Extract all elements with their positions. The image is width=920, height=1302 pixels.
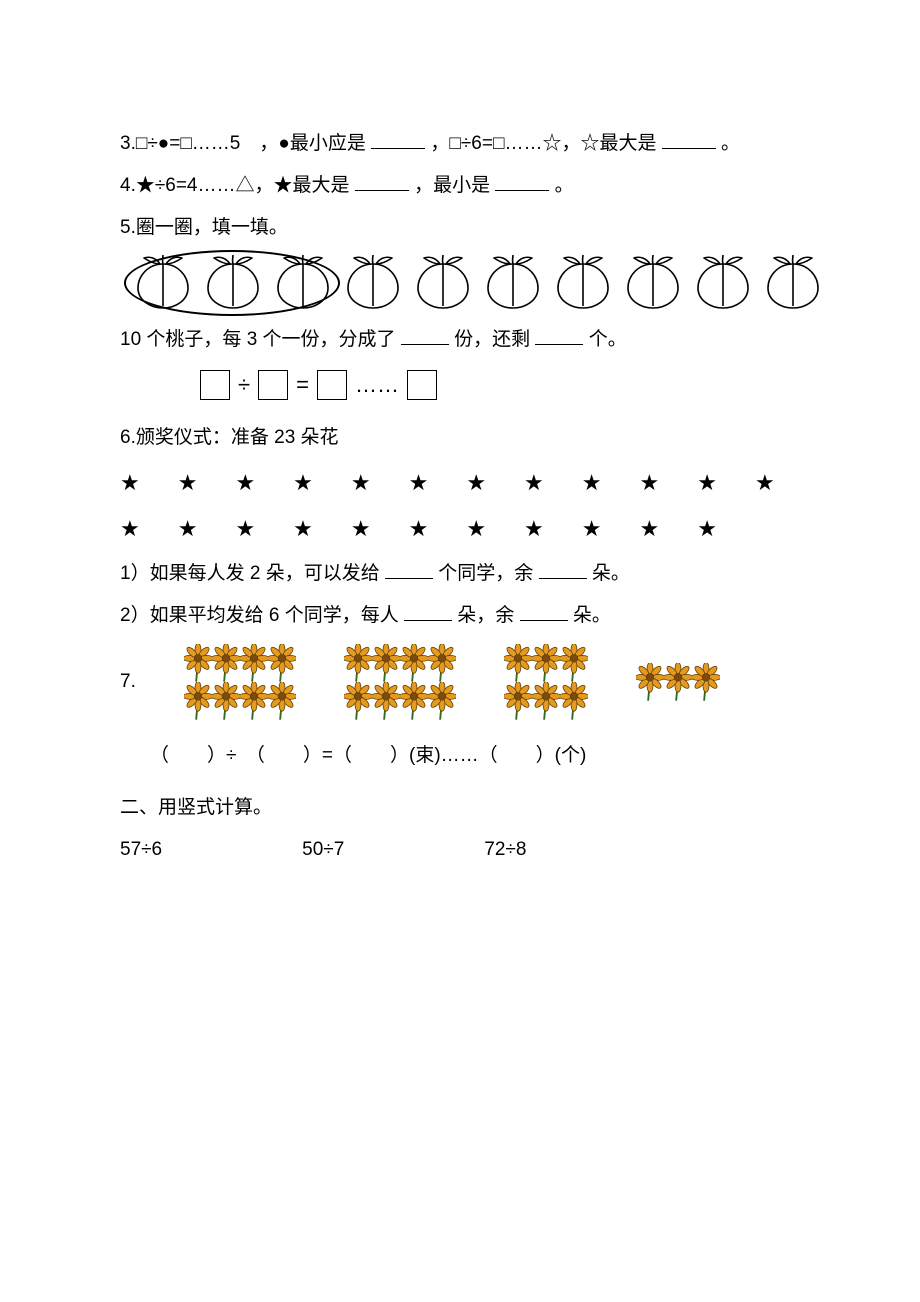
q6-l1-blank-1[interactable] [385, 558, 433, 579]
question-5-equation: ÷ = …… [200, 364, 800, 406]
eq-eq: = [296, 364, 309, 406]
peach-icon [340, 254, 406, 310]
flower-row [344, 644, 456, 682]
q6-l2-blank-1[interactable] [404, 600, 452, 621]
section-2-title: 二、用竖式计算。 [120, 790, 800, 826]
q6-l1-blank-2[interactable] [539, 558, 587, 579]
flower-icon [344, 644, 372, 682]
q6-l1-a: 1）如果每人发 2 朵，可以发给 [120, 563, 380, 584]
calc-item-2: 50÷7 [302, 832, 344, 868]
q3-text-a: 3.□÷●=□……5 ，●最小应是 [120, 133, 366, 154]
peach-icon [270, 254, 336, 310]
q5-sent-b: 份，还剩 [454, 329, 530, 350]
flower-icon [240, 682, 268, 720]
q5-blank-2[interactable] [535, 324, 583, 345]
q3-blank-2[interactable] [662, 128, 716, 149]
q6-l2-b: 朵，余 [457, 605, 514, 626]
flower-icon [504, 682, 532, 720]
eq-div: ÷ [238, 364, 250, 406]
flower-icon [428, 682, 456, 720]
peach-icon [480, 254, 546, 310]
flower-row [184, 682, 296, 720]
question-4: 4.★÷6=4……△，★最大是 ，最小是 。 [120, 168, 800, 204]
q5-sent-c: 个。 [589, 329, 627, 350]
question-5-title: 5.圈一圈，填一填。 [120, 210, 800, 246]
flower-icon [240, 644, 268, 682]
flower-icon [268, 644, 296, 682]
peach-icon [410, 254, 476, 310]
stars-row-1: ★ ★ ★ ★ ★ ★ ★ ★ ★ ★ ★ ★ [120, 462, 800, 504]
question-5-sentence: 10 个桃子，每 3 个一份，分成了 份，还剩 个。 [120, 322, 800, 358]
worksheet-page: 3.□÷●=□……5 ，●最小应是 ，□÷6=□……☆，☆最大是 。 4.★÷6… [0, 0, 920, 928]
calc-item-1: 57÷6 [120, 832, 162, 868]
flower-icon [268, 682, 296, 720]
eq-dots: …… [355, 364, 399, 406]
flower-group [184, 644, 296, 720]
q4-blank-2[interactable] [495, 170, 549, 191]
eq-box-3[interactable] [317, 370, 347, 400]
q5-blank-1[interactable] [401, 324, 449, 345]
flower-icon [400, 682, 428, 720]
peach-icon [620, 254, 686, 310]
q6-l1-b: 个同学，余 [438, 563, 533, 584]
flower-icon [212, 682, 240, 720]
flower-group [636, 663, 720, 701]
q6-l2-a: 2）如果平均发给 6 个同学，每人 [120, 605, 399, 626]
q5-sent-a: 10 个桃子，每 3 个一份，分成了 [120, 329, 396, 350]
question-6-line2: 2）如果平均发给 6 个同学，每人 朵，余 朵。 [120, 598, 800, 634]
q3-text-b: ，□÷6=□……☆，☆最大是 [430, 133, 656, 154]
q3-text-c: 。 [721, 133, 740, 154]
flower-icon [504, 644, 532, 682]
flower-icon [428, 644, 456, 682]
flower-group [344, 644, 456, 720]
stars-row-2: ★ ★ ★ ★ ★ ★ ★ ★ ★ ★ ★ [120, 508, 800, 550]
flower-group [504, 644, 588, 720]
flower-icon [532, 644, 560, 682]
flower-icon [212, 644, 240, 682]
q6-l2-c: 朵。 [573, 605, 611, 626]
peach-row [130, 254, 800, 310]
q3-blank-1[interactable] [371, 128, 425, 149]
eq-box-1[interactable] [200, 370, 230, 400]
peach-icon [690, 254, 756, 310]
eq-box-2[interactable] [258, 370, 288, 400]
flower-icon [184, 682, 212, 720]
question-3: 3.□÷●=□……5 ，●最小应是 ，□÷6=□……☆，☆最大是 。 [120, 126, 800, 162]
q4-text-c: 。 [555, 175, 574, 196]
flower-icon [372, 644, 400, 682]
flower-icon [664, 663, 692, 701]
peach-icon [130, 254, 196, 310]
flower-row [504, 644, 588, 682]
flower-icon [560, 682, 588, 720]
flower-icon [532, 682, 560, 720]
flower-row [504, 682, 588, 720]
flower-row [344, 682, 456, 720]
flower-icon [184, 644, 212, 682]
peach-icon [760, 254, 826, 310]
peach-icon [550, 254, 616, 310]
q6-l1-c: 朵。 [592, 563, 630, 584]
q4-text-b: ，最小是 [414, 175, 490, 196]
flower-icon [636, 663, 664, 701]
flower-row [636, 663, 720, 701]
flower-icon [692, 663, 720, 701]
calc-item-3: 72÷8 [484, 832, 526, 868]
peach-icon [200, 254, 266, 310]
q6-l2-blank-2[interactable] [520, 600, 568, 621]
question-7-expression: （ ）÷ （ ）=（ ）(束)……（ ）(个) [150, 738, 800, 774]
question-6-title: 6.颁奖仪式：准备 23 朵花 [120, 420, 800, 456]
q4-text-a: 4.★÷6=4……△，★最大是 [120, 175, 350, 196]
flower-icon [344, 682, 372, 720]
eq-box-4[interactable] [407, 370, 437, 400]
calc-row: 57÷6 50÷7 72÷8 [120, 832, 800, 868]
q4-blank-1[interactable] [355, 170, 409, 191]
question-6-line1: 1）如果每人发 2 朵，可以发给 个同学，余 朵。 [120, 556, 800, 592]
flower-icon [400, 644, 428, 682]
flower-row [184, 644, 296, 682]
flower-icon [560, 644, 588, 682]
q7-label: 7. [120, 664, 136, 700]
question-7-row: 7. [120, 644, 800, 720]
flower-icon [372, 682, 400, 720]
